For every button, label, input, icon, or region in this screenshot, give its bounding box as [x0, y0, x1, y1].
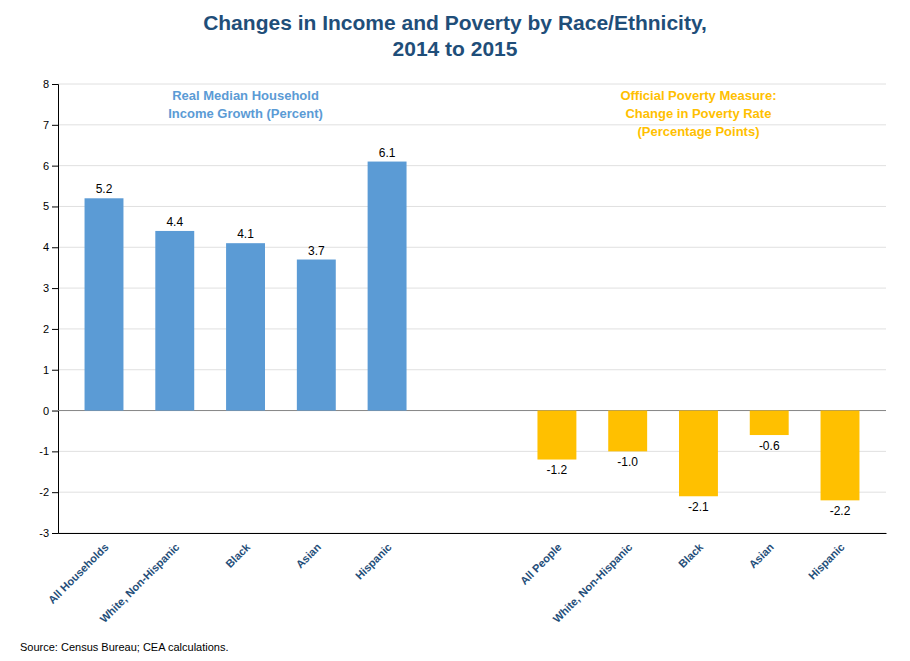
bar: [297, 260, 336, 411]
x-tick: Asian: [746, 541, 776, 571]
y-tick-mark: [52, 533, 58, 534]
x-tick-label: All People: [518, 541, 564, 587]
y-tick-mark: [52, 166, 58, 167]
y-tick-mark: [52, 84, 58, 85]
y-tick-label: 4: [43, 241, 49, 253]
y-tick: 8: [43, 78, 58, 90]
data-label: -1.2: [547, 463, 568, 477]
y-tick-mark: [52, 411, 58, 412]
bar: [368, 162, 407, 411]
group-label: Real Median HouseholdIncome Growth (Perc…: [168, 88, 323, 121]
x-tick: Black: [223, 540, 253, 570]
x-tick-label: Black: [676, 540, 706, 570]
bar: [608, 411, 647, 452]
x-axis: All HouseholdsWhite, Non-HispanicBlackAs…: [46, 534, 887, 625]
y-tick-label: 1: [43, 364, 49, 376]
y-tick-mark: [52, 370, 58, 371]
chart: -3-2-1012345678All HouseholdsWhite, Non-…: [0, 0, 910, 661]
y-tick-mark: [52, 206, 58, 207]
y-tick: -1: [39, 445, 58, 457]
y-tick-mark: [52, 247, 58, 248]
y-tick-label: 2: [43, 323, 49, 335]
x-tick: Hispanic: [353, 541, 394, 582]
y-tick-label: 6: [43, 160, 49, 172]
data-label: 6.1: [379, 146, 396, 160]
bar: [750, 411, 789, 435]
y-tick-mark: [52, 329, 58, 330]
bars: [85, 162, 860, 501]
y-tick-label: 7: [43, 119, 49, 131]
y-tick: -2: [39, 486, 58, 498]
y-tick: -3: [39, 527, 58, 539]
y-tick-label: -2: [39, 486, 49, 498]
y-tick-label: -1: [39, 445, 49, 457]
y-tick-mark: [52, 492, 58, 493]
x-tick: White, Non-Hispanic: [550, 541, 634, 625]
group-label: Official Poverty Measure:Change in Pover…: [620, 88, 776, 139]
y-tick: 2: [43, 323, 58, 335]
bar: [821, 411, 860, 501]
x-tick: White, Non-Hispanic: [97, 541, 181, 625]
grid-line: [58, 206, 886, 207]
bar: [226, 243, 265, 410]
grid-line: [58, 492, 886, 493]
grid-line: [58, 165, 886, 166]
x-tick: All Households: [46, 541, 111, 606]
bar: [537, 411, 576, 460]
x-tick: All People: [518, 541, 564, 587]
data-label: -1.0: [617, 455, 638, 469]
grid-line: [58, 84, 886, 85]
bar: [679, 411, 718, 497]
data-label: -2.1: [688, 500, 709, 514]
x-tick-label: Hispanic: [806, 541, 847, 582]
grid-line: [58, 124, 886, 125]
y-tick-label: 3: [43, 282, 49, 294]
source-note: Source: Census Bureau; CEA calculations.: [20, 641, 229, 653]
title: Changes in Income and Poverty by Race/Et…: [203, 11, 707, 60]
data-label: -2.2: [830, 504, 851, 518]
y-tick: 4: [43, 241, 58, 253]
x-tick-label: Asian: [293, 541, 323, 571]
y-tick: 5: [43, 200, 58, 212]
data-label: 4.1: [237, 227, 254, 241]
y-tick-label: 0: [43, 405, 49, 417]
x-tick-label: All Households: [46, 541, 111, 606]
bar: [85, 198, 124, 410]
x-tick-label: Asian: [746, 541, 776, 571]
grid-line: [58, 533, 886, 534]
y-tick-label: 8: [43, 78, 49, 90]
x-tick-label: White, Non-Hispanic: [550, 541, 634, 625]
x-tick: Black: [676, 540, 706, 570]
y-tick-mark: [52, 451, 58, 452]
y-tick: 6: [43, 160, 58, 172]
y-tick: 0: [43, 405, 58, 417]
y-axis-line: [52, 85, 59, 534]
data-label: -0.6: [759, 439, 780, 453]
y-tick-label: 5: [43, 200, 49, 212]
data-label: 5.2: [96, 182, 113, 196]
x-tick-label: White, Non-Hispanic: [97, 541, 181, 625]
data-label: 4.4: [166, 215, 183, 229]
plot: -3-2-1012345678All HouseholdsWhite, Non-…: [39, 78, 886, 625]
x-tick: Asian: [293, 541, 323, 571]
data-label: 3.7: [308, 244, 325, 258]
y-tick: 3: [43, 282, 58, 294]
y-axis: -3 -2 -1 0 1 2 3 4 5 6 7 8: [39, 78, 58, 539]
y-tick: 1: [43, 364, 58, 376]
y-tick-mark: [52, 125, 58, 126]
y-tick-label: -3: [39, 527, 49, 539]
grid: [58, 84, 886, 533]
data-labels: 5.2 4.4 4.1 3.7 6.1 -1.2 -1.0 -2.1 -0.6 -2.2: [96, 146, 851, 518]
x-axis-line: [59, 533, 887, 534]
y-tick-mark: [52, 288, 58, 289]
x-tick-label: Hispanic: [353, 541, 394, 582]
bar: [155, 231, 194, 411]
y-tick: 7: [43, 119, 58, 131]
x-tick-label: Black: [223, 540, 253, 570]
x-tick: Hispanic: [806, 541, 847, 582]
